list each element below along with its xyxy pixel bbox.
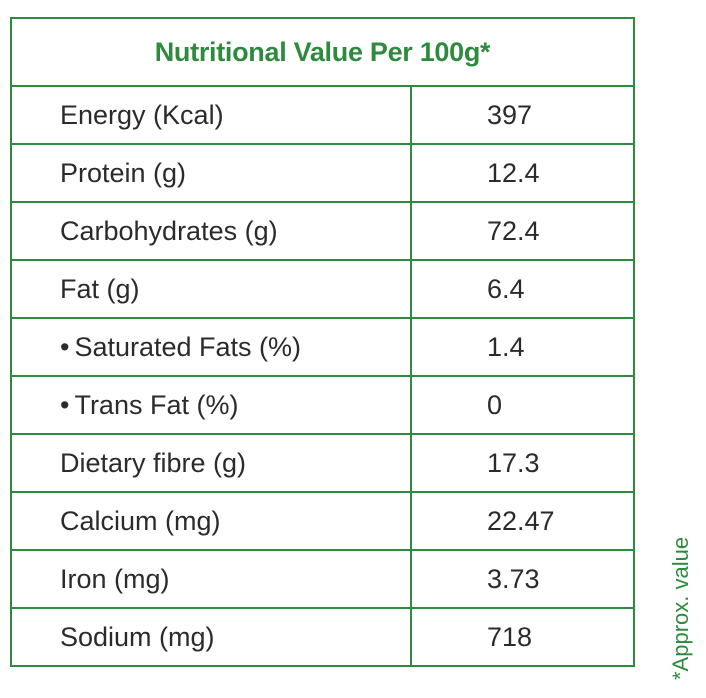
table-header-row: Nutritional Value Per 100g* [10, 17, 635, 87]
nutrient-label: Calcium (mg) [60, 505, 221, 536]
nutrient-label: Energy (Kcal) [60, 99, 224, 130]
nutrient-label: Trans Fat (%) [74, 389, 239, 420]
table-row: Carbohydrates (g) 72.4 [10, 201, 635, 261]
nutrient-label: Protein (g) [60, 157, 187, 188]
nutrient-value: 1.4 [410, 317, 635, 377]
nutrient-value: 22.47 [410, 491, 635, 551]
nutrient-value: 3.73 [410, 549, 635, 609]
bullet-icon: • [60, 331, 70, 362]
nutrient-label-cell: Calcium (mg) [10, 491, 412, 551]
table-row: Sodium (mg) 718 [10, 607, 635, 667]
nutrient-label-cell: Energy (Kcal) [10, 85, 412, 145]
nutrient-label: Sodium (mg) [60, 621, 215, 652]
nutrient-value: 17.3 [410, 433, 635, 493]
table-title: Nutritional Value Per 100g* [10, 17, 635, 87]
table-row: Calcium (mg) 22.47 [10, 491, 635, 551]
nutrient-value: 6.4 [410, 259, 635, 319]
nutrient-label-cell: Fat (g) [10, 259, 412, 319]
table-row: Dietary fibre (g) 17.3 [10, 433, 635, 493]
nutrient-label-cell: Iron (mg) [10, 549, 412, 609]
nutrient-value: 72.4 [410, 201, 635, 261]
nutrient-value: 0 [410, 375, 635, 435]
nutrient-label-cell: Sodium (mg) [10, 607, 412, 667]
nutrient-label: Dietary fibre (g) [60, 447, 247, 478]
nutrient-label-cell: Dietary fibre (g) [10, 433, 412, 493]
table-row: Fat (g) 6.4 [10, 259, 635, 319]
nutrient-label-cell: • Trans Fat (%) [10, 375, 412, 435]
nutrient-value: 718 [410, 607, 635, 667]
nutrient-value: 397 [410, 85, 635, 145]
table-row: • Saturated Fats (%) 1.4 [10, 317, 635, 377]
nutrient-value: 12.4 [410, 143, 635, 203]
bullet-icon: • [60, 389, 70, 420]
table-row: Protein (g) 12.4 [10, 143, 635, 203]
table-row: Iron (mg) 3.73 [10, 549, 635, 609]
table-row: Energy (Kcal) 397 [10, 85, 635, 145]
nutrient-label-cell: Carbohydrates (g) [10, 201, 412, 261]
nutrition-table: Nutritional Value Per 100g* Energy (Kcal… [10, 17, 635, 667]
table-body: Energy (Kcal) 397 Protein (g) 12.4 Carbohydr… [10, 85, 635, 667]
nutrient-label: Carbohydrates (g) [60, 215, 278, 246]
nutrient-label: Fat (g) [60, 273, 140, 304]
nutrient-label-cell: • Saturated Fats (%) [10, 317, 412, 377]
nutrient-label: Saturated Fats (%) [74, 331, 302, 362]
approx-value-footnote: *Approx. value [668, 536, 693, 680]
nutrient-label-cell: Protein (g) [10, 143, 412, 203]
nutrient-label: Iron (mg) [60, 563, 170, 594]
table-row: • Trans Fat (%) 0 [10, 375, 635, 435]
